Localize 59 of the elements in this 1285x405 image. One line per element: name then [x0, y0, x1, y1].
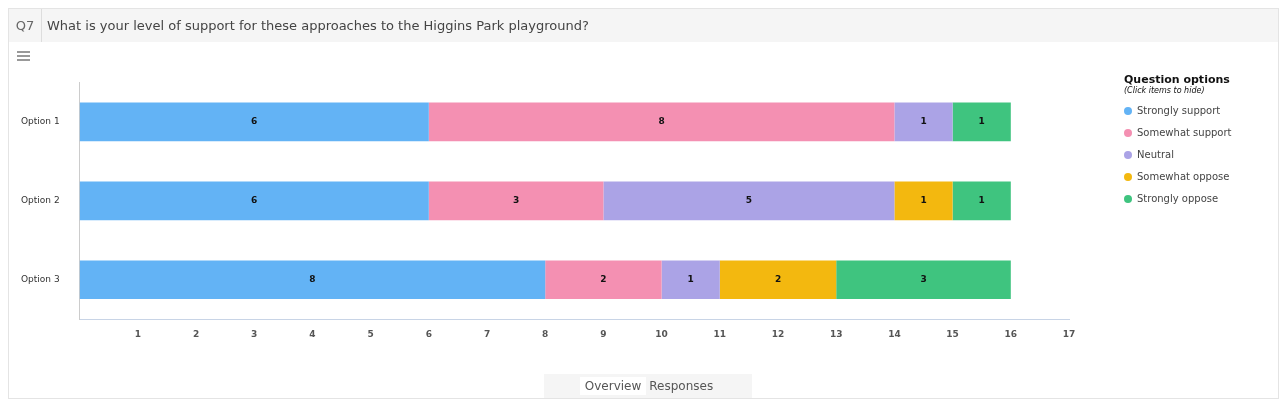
bar	[603, 181, 895, 221]
data-label: 1	[978, 195, 985, 206]
x-tick-label: 15	[946, 328, 959, 339]
x-tick-label: 3	[251, 328, 258, 339]
x-tick-label: 7	[483, 328, 491, 339]
y-tick-label: Option 2	[21, 195, 60, 206]
legend-label: Strongly support	[1137, 105, 1221, 116]
bar	[79, 102, 429, 142]
y-tick-label: Option 1	[21, 116, 60, 127]
bar	[836, 260, 1011, 300]
x-tick-label: 1	[134, 328, 141, 339]
legend-label: Somewhat support	[1137, 127, 1232, 138]
x-tick-label: 4	[309, 328, 316, 339]
x-tick-label: 5	[367, 328, 374, 339]
x-tick-label: 16	[1004, 328, 1018, 339]
x-tick-label: 14	[888, 328, 901, 339]
legend-label: Neutral	[1137, 149, 1174, 160]
bar	[79, 260, 546, 300]
x-tick-label: 6	[425, 328, 432, 339]
data-label: 3	[512, 195, 520, 206]
data-label: 1	[687, 274, 694, 285]
text: Q7	[9, 9, 42, 42]
bar	[428, 102, 895, 142]
legend-label: Somewhat oppose	[1137, 171, 1230, 182]
bar	[719, 260, 837, 300]
legend-title: Question options	[1124, 73, 1231, 86]
x-tick-label: 8	[542, 328, 549, 339]
data-label: 2	[774, 274, 782, 285]
bar	[894, 181, 953, 221]
data-label: 6	[251, 195, 258, 206]
bar	[952, 102, 1011, 142]
bar	[545, 260, 662, 300]
text: Responses	[648, 378, 715, 395]
text: Overview	[579, 377, 647, 395]
data-label: 1	[978, 116, 985, 127]
x-tick-label: 10	[655, 328, 668, 339]
y-tick-label: Option 3	[21, 274, 60, 285]
x-tick-label: 12	[771, 328, 785, 339]
data-label: 2	[600, 274, 607, 285]
bar	[661, 260, 720, 300]
bar	[952, 181, 1011, 221]
data-label: 1	[920, 195, 927, 206]
chart-title: What is your level of support for these approaches to the Higgins Park playground?	[46, 18, 589, 33]
x-tick-label: 13	[829, 328, 843, 339]
data-label: 3	[920, 274, 927, 285]
data-label: 6	[251, 116, 258, 127]
bar	[79, 181, 429, 221]
text: (Click items to hide)	[1124, 86, 1205, 95]
data-label: 1	[920, 116, 927, 127]
x-tick-label: 11	[713, 328, 727, 339]
data-label: 8	[658, 116, 665, 127]
data-label: 5	[745, 195, 753, 206]
x-tick-label: 2	[192, 328, 200, 339]
data-label: 8	[309, 274, 316, 285]
x-tick-label: 9	[600, 328, 607, 339]
x-tick-label: 17	[1062, 328, 1076, 339]
bar	[428, 181, 604, 221]
bar	[894, 102, 953, 142]
legend-label: Strongly oppose	[1137, 193, 1219, 204]
